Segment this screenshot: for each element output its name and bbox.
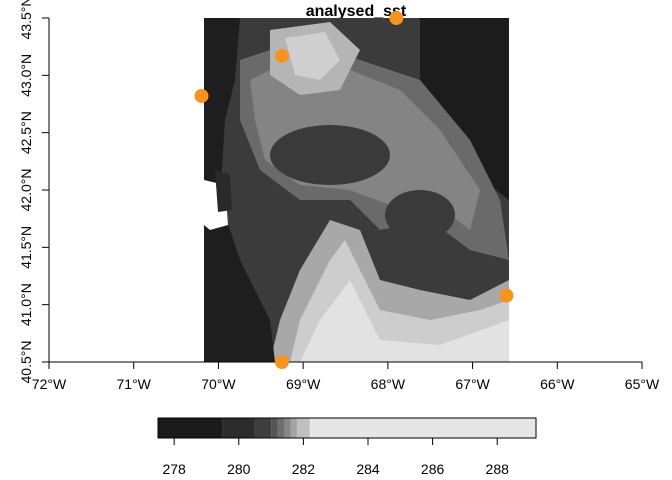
legend-label: 278 bbox=[162, 461, 186, 477]
x-axis bbox=[48, 361, 643, 369]
station-point bbox=[389, 11, 404, 25]
legend-swatch bbox=[254, 418, 272, 438]
x-tick-label: 70°W bbox=[201, 376, 236, 392]
x-tick-label: 67°W bbox=[455, 376, 490, 392]
y-tick-label: 42.0°N bbox=[18, 169, 34, 212]
x-tick-label: 69°W bbox=[286, 376, 321, 392]
y-tick-label: 43.0°N bbox=[18, 54, 34, 97]
legend-swatch bbox=[277, 418, 284, 438]
legend-swatch bbox=[296, 418, 310, 438]
y-tick-label: 43.5°N bbox=[18, 0, 34, 39]
y-tick-label: 40.5°N bbox=[18, 341, 34, 384]
legend-label: 282 bbox=[292, 461, 316, 477]
legend-label: 280 bbox=[227, 461, 251, 477]
station-points bbox=[194, 11, 514, 369]
legend-label: 286 bbox=[421, 461, 445, 477]
x-tick-label: 66°W bbox=[540, 376, 575, 392]
y-tick-label: 41.0°N bbox=[18, 283, 34, 326]
y-tick-label: 42.5°N bbox=[18, 111, 34, 154]
legend-swatch bbox=[309, 418, 536, 438]
station-point bbox=[274, 355, 289, 369]
x-tick-label: 72°W bbox=[32, 376, 67, 392]
station-point bbox=[499, 288, 514, 303]
legend-swatch bbox=[271, 418, 278, 438]
colorbar-legend: 278 280 282 284 286 288 bbox=[157, 417, 537, 477]
station-point bbox=[194, 88, 209, 103]
y-axis bbox=[42, 17, 50, 363]
legend-swatch bbox=[158, 418, 223, 438]
sst-raster bbox=[204, 18, 509, 362]
legend-label: 284 bbox=[356, 461, 380, 477]
y-tick-labels: 40.5°N 41.0°N 41.5°N 42.0°N 42.5°N 43.0°N 43.5… bbox=[18, 0, 34, 383]
legend-swatch bbox=[222, 418, 255, 438]
legend-swatch bbox=[290, 418, 297, 438]
x-tick-labels: 72°W 71°W 70°W 69°W 68°W 67°W 66°W 65°W bbox=[32, 376, 660, 392]
x-tick-label: 68°W bbox=[371, 376, 406, 392]
x-tick-label: 65°W bbox=[625, 376, 660, 392]
station-point bbox=[274, 48, 289, 63]
legend-swatch bbox=[284, 418, 291, 438]
legend-label: 288 bbox=[486, 461, 510, 477]
map-title: analysed_sst bbox=[306, 3, 407, 20]
y-tick-label: 41.5°N bbox=[18, 226, 34, 269]
x-tick-label: 71°W bbox=[117, 376, 152, 392]
